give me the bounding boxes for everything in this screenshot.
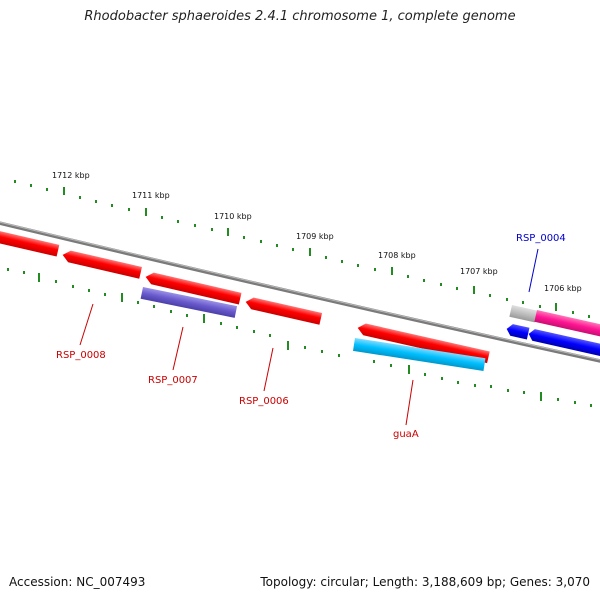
feature-cyan[interactable] — [353, 338, 486, 372]
gene-label-guaa[interactable]: guaA — [393, 429, 419, 440]
scale-label: 1711 kbp — [132, 191, 170, 200]
leader-rsp-0006 — [263, 347, 274, 392]
scale-labels: 1712 kbp 1711 kbp 1710 kbp 1709 kbp 1708… — [52, 171, 582, 293]
chromosome-backbone-highlight — [0, 221, 600, 361]
scale-label: 1706 kbp — [544, 284, 582, 293]
feature-purple[interactable] — [140, 287, 238, 318]
leader-guaa — [405, 379, 414, 426]
chromosome-backbone — [0, 221, 600, 363]
gene-rsp-0006[interactable] — [244, 296, 323, 325]
gene-rsp-0008-left[interactable] — [0, 230, 60, 257]
scale-label: 1709 kbp — [296, 232, 334, 241]
feature-purple-block[interactable] — [140, 287, 238, 318]
gene-rsp-0004[interactable] — [509, 305, 538, 323]
gene-rsp-0008-arrow[interactable] — [61, 249, 142, 279]
gene-rsp-0007-arrow[interactable] — [144, 271, 242, 305]
gene-rsp-0007[interactable] — [144, 271, 242, 305]
gene-blue[interactable] — [505, 323, 530, 340]
gene-rsp-0008[interactable] — [61, 249, 142, 279]
gene-rsp-0006-arrow[interactable] — [244, 296, 323, 325]
gene-pink-arrow[interactable] — [534, 310, 600, 338]
gene-blue-arrow[interactable] — [505, 323, 530, 340]
scale-label: 1710 kbp — [214, 212, 252, 221]
gene-blue-long[interactable] — [527, 328, 600, 357]
feature-blocks — [140, 287, 486, 372]
accession-text: Accession: NC_007493 — [9, 575, 146, 589]
gene-rsp-0008-left-arrow[interactable] — [0, 230, 60, 257]
forward-strand-genes — [509, 305, 600, 338]
leader-rsp-0008 — [79, 303, 94, 346]
label-leaders — [79, 248, 539, 426]
gene-label-rsp-0007[interactable]: RSP_0007 — [148, 375, 198, 386]
inner-tick-ring — [7, 268, 592, 407]
gene-labels: RSP_0008 RSP_0007 RSP_0006 guaA RSP_0004 — [56, 233, 566, 440]
scale-label: 1708 kbp — [378, 251, 416, 260]
gene-rsp-0004-arrow[interactable] — [509, 305, 538, 323]
outer-tick-ring — [14, 180, 590, 318]
gene-label-rsp-0004[interactable]: RSP_0004 — [516, 233, 566, 244]
map-title: Rhodobacter sphaeroides 2.4.1 chromosome… — [84, 9, 516, 24]
gene-label-rsp-0008[interactable]: RSP_0008 — [56, 350, 106, 361]
gene-label-rsp-0006[interactable]: RSP_0006 — [239, 396, 289, 407]
reverse-strand-genes — [0, 230, 600, 364]
gene-guaa[interactable] — [356, 322, 490, 364]
scale-label: 1707 kbp — [460, 267, 498, 276]
topology-text: Topology: circular; Length: 3,188,609 bp… — [260, 575, 590, 589]
leader-rsp-0007 — [172, 326, 184, 371]
scale-label: 1712 kbp — [52, 171, 90, 180]
feature-cyan-block[interactable] — [353, 338, 486, 372]
leader-rsp-0004 — [528, 248, 539, 293]
gene-blue-long-arrow[interactable] — [527, 328, 600, 357]
gene-pink[interactable] — [534, 310, 600, 338]
gene-guaa-arrow[interactable] — [356, 322, 490, 364]
